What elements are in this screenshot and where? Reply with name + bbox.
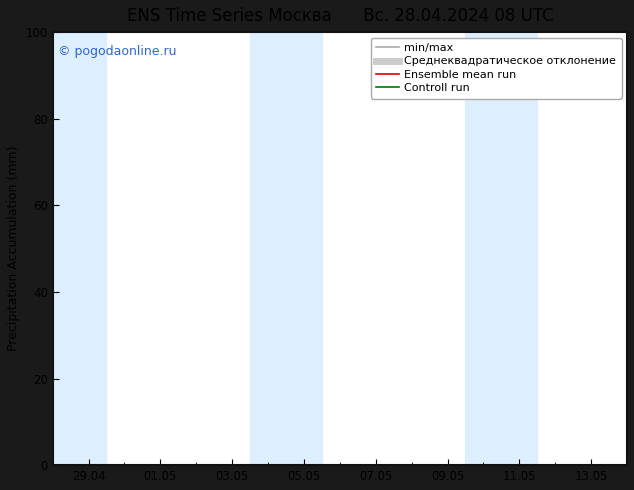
Bar — [35, 32, 107, 465]
Bar — [465, 32, 537, 465]
Legend: min/max, Среднеквадратическое отклонение, Ensemble mean run, Controll run: min/max, Среднеквадратическое отклонение… — [371, 38, 621, 98]
Text: © pogodaonline.ru: © pogodaonline.ru — [58, 45, 177, 58]
Title: ENS Time Series Москва      Вс. 28.04.2024 08 UTC: ENS Time Series Москва Вс. 28.04.2024 08… — [127, 7, 553, 25]
Bar — [250, 32, 322, 465]
Y-axis label: Precipitation Accumulation (mm): Precipitation Accumulation (mm) — [7, 146, 20, 351]
